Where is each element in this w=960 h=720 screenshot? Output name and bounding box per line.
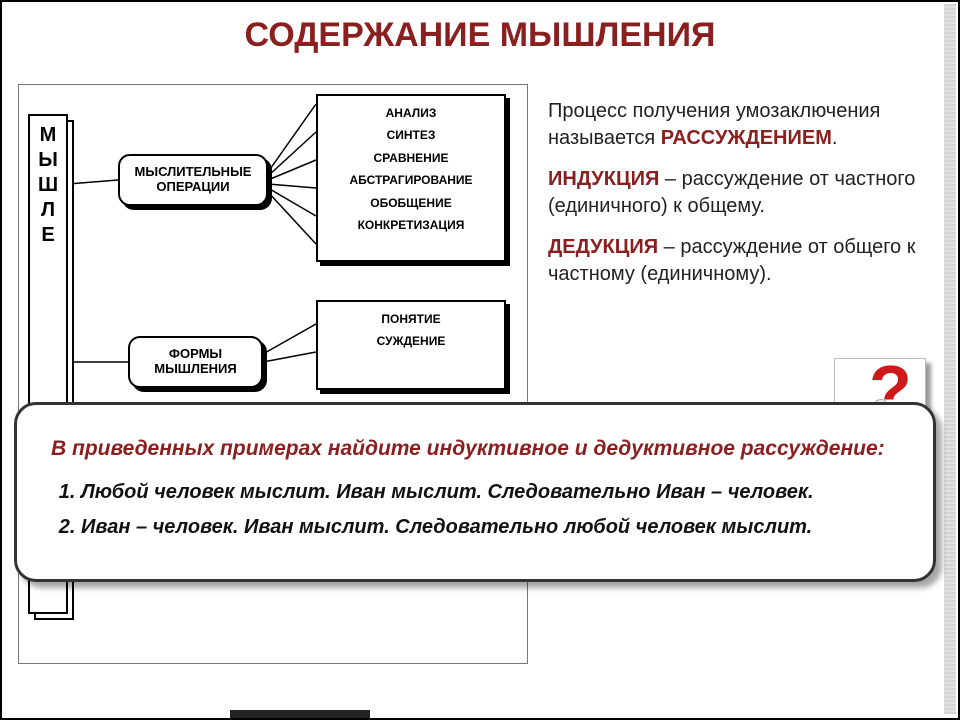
list-item: ОБОБЩЕНИЕ [370, 196, 451, 210]
card-prompt: В приведенных примерах найдите индуктивн… [51, 435, 899, 463]
para-deduction: ДЕДУКЦИЯ – рассуждение от общего к частн… [548, 234, 938, 288]
list-item: СИНТЕЗ [387, 128, 436, 142]
vertical-letter: М [40, 124, 57, 147]
para-reasoning: Процесс получения умозаключения называет… [548, 98, 938, 152]
kw-deduction: ДЕДУКЦИЯ [548, 236, 658, 258]
decoration-bottom [230, 710, 370, 718]
card-item: Любой человек мыслит. Иван мыслит. Следо… [81, 479, 899, 506]
page-title: СОДЕРЖАНИЕ МЫШЛЕНИЯ [0, 16, 960, 55]
list-item: АБСТРАГИРОВАНИЕ [349, 173, 472, 187]
list-item: КОНКРЕТИЗАЦИЯ [358, 218, 465, 232]
vertical-letter: Е [41, 224, 54, 247]
node-mental-operations: МЫСЛИТЕЛЬНЫЕ ОПЕРАЦИИ [118, 154, 268, 206]
question-card: В приведенных примерах найдите индуктивн… [14, 402, 936, 582]
list-item: ПОНЯТИЕ [381, 312, 440, 326]
text: . [832, 127, 838, 149]
list-item: АНАЛИЗ [386, 106, 437, 120]
list-item: СУЖДЕНИЕ [377, 334, 446, 348]
node-thinking-forms: ФОРМЫ МЫШЛЕНИЯ [128, 336, 263, 388]
operations-list: АНАЛИЗ СИНТЕЗ СРАВНЕНИЕ АБСТРАГИРОВАНИЕ ОБОБ… [316, 94, 506, 262]
kw-reasoning: РАССУЖДЕНИЕМ [661, 127, 832, 149]
kw-induction: ИНДУКЦИЯ [548, 168, 659, 190]
list-item: СРАВНЕНИЕ [374, 151, 449, 165]
decoration-right [944, 4, 956, 714]
para-induction: ИНДУКЦИЯ – рассуждение от частного (един… [548, 166, 938, 220]
right-text-column: Процесс получения умозаключения называет… [548, 98, 938, 288]
forms-list: ПОНЯТИЕ СУЖДЕНИЕ [316, 300, 506, 390]
card-item: Иван – человек. Иван мыслит. Следователь… [81, 514, 899, 541]
vertical-letter: Ы [38, 149, 58, 172]
vertical-letter: Л [41, 199, 55, 222]
vertical-letter: Ш [38, 174, 58, 197]
card-list: Любой человек мыслит. Иван мыслит. Следо… [51, 479, 899, 541]
